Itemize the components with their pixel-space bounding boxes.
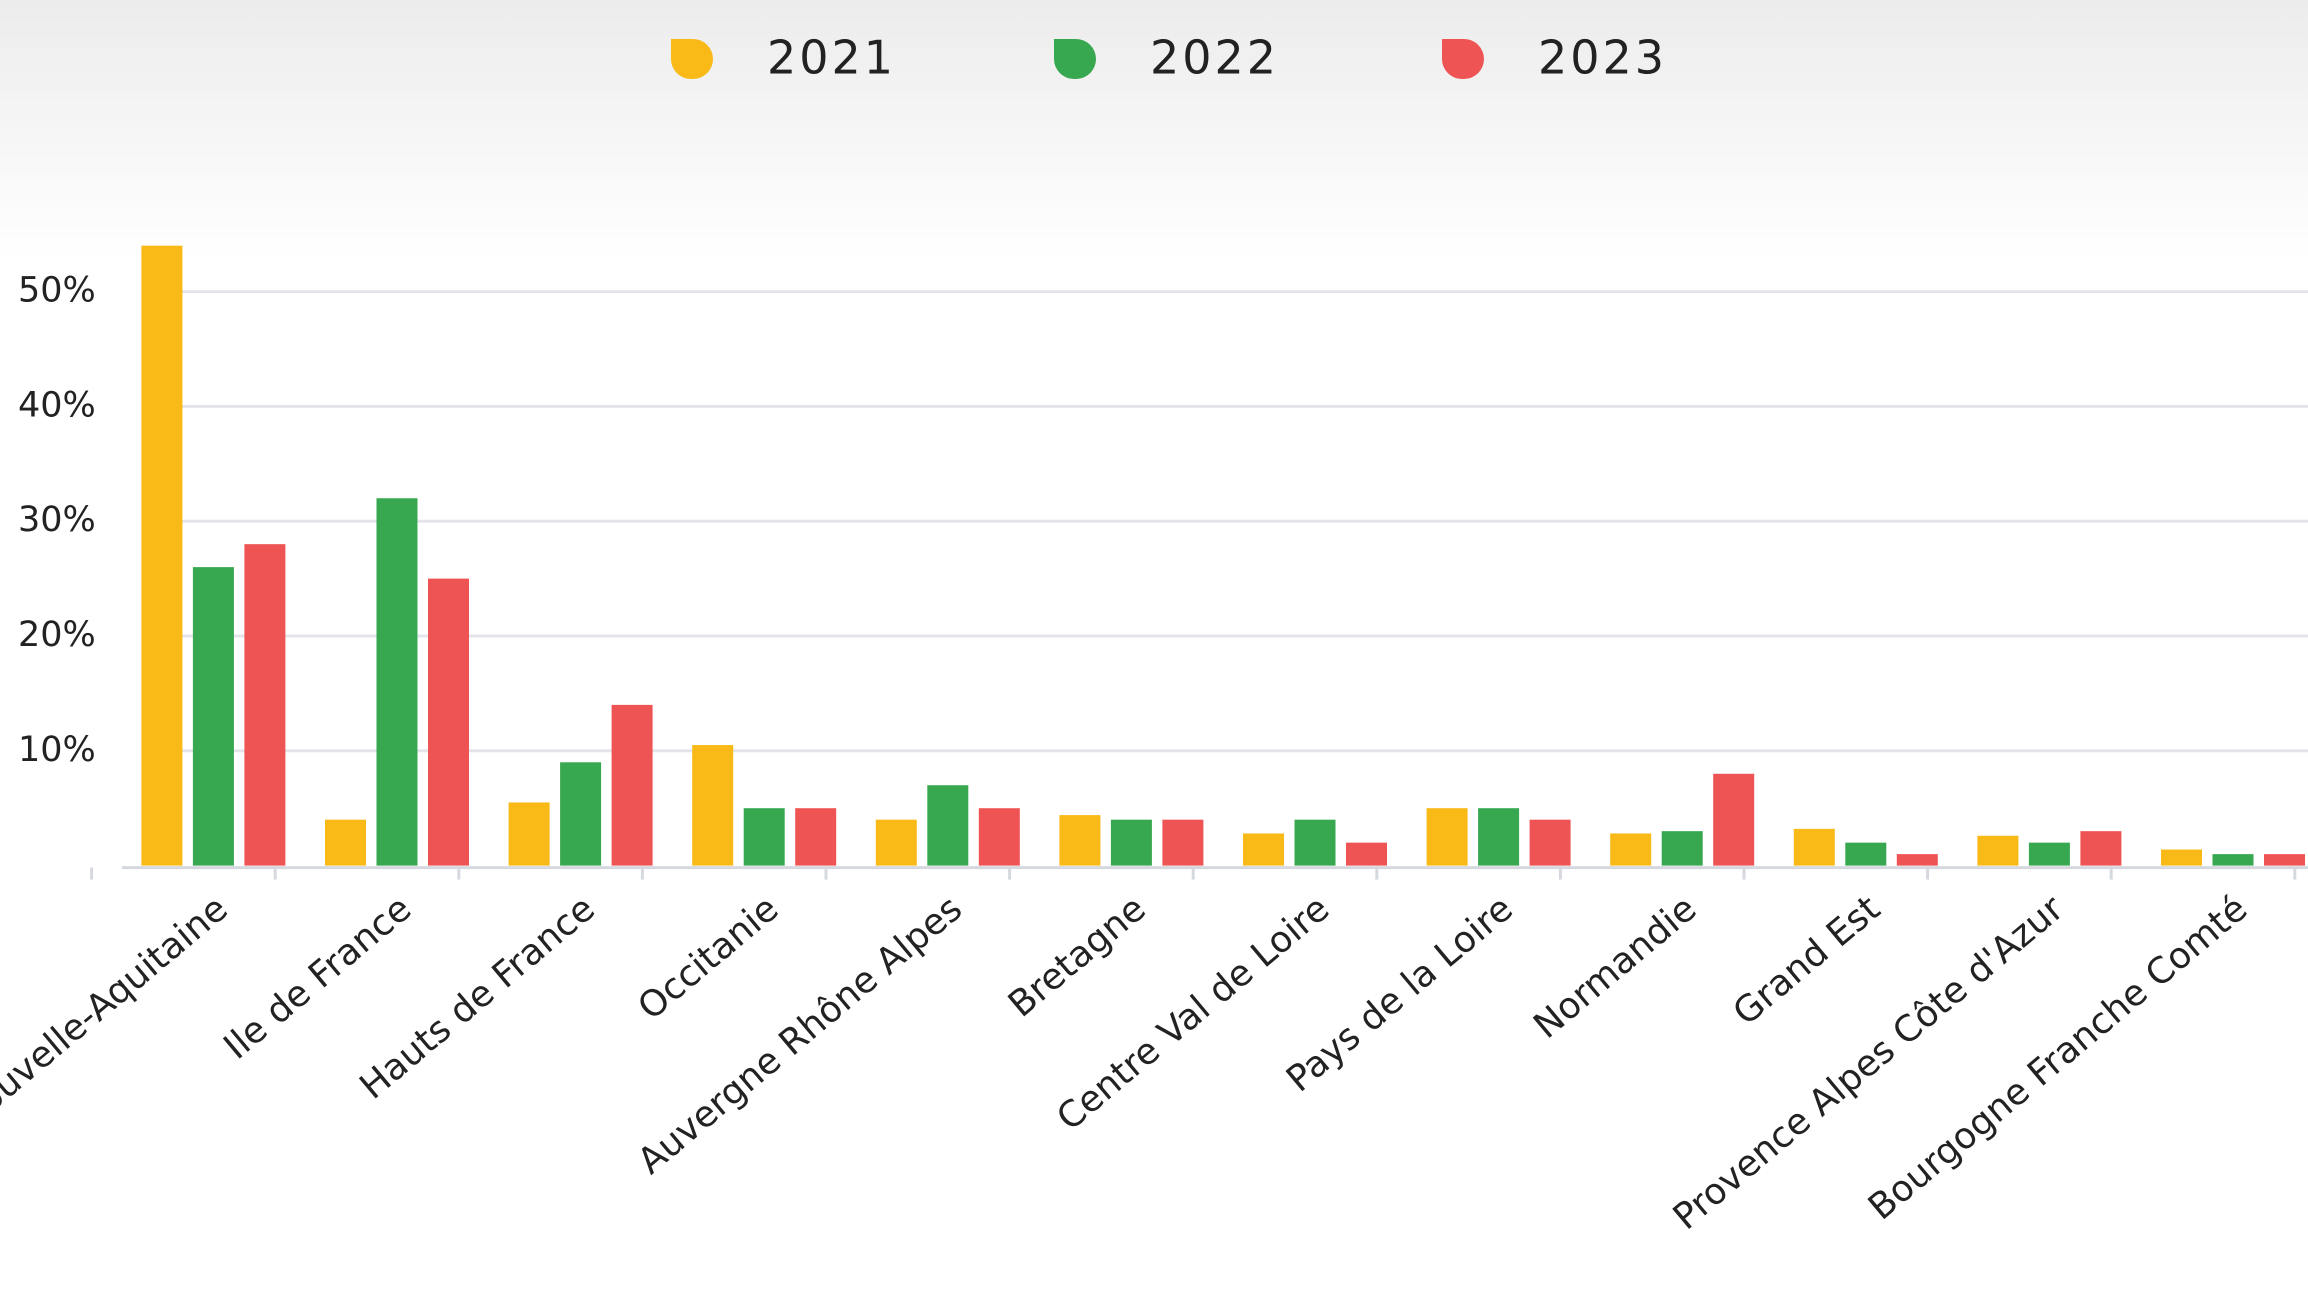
legend-label: 2023 [1538,31,1667,85]
bar [1661,831,1703,866]
bar [244,544,286,866]
bar [1426,808,1468,866]
bar [1478,808,1520,866]
x-tick-label: Occitanie [631,888,787,1028]
bar [743,808,785,866]
legend-label: 2022 [1150,31,1279,85]
y-tick-label: 20% [18,615,96,655]
bar [1346,842,1387,866]
y-tick-label: 10% [18,730,96,770]
legend-marker [1054,39,1096,79]
bar [611,704,653,866]
y-tick-label: 40% [18,385,96,425]
background [0,0,2308,260]
bar [2264,854,2305,866]
x-tick-label: Nouvelle-Aquitaine [0,888,236,1138]
bar [1896,854,1938,866]
bar [2028,842,2070,866]
bar [1529,819,1571,866]
bar [1059,815,1101,866]
bar [560,762,602,866]
x-tick-label: Ile de France [216,888,419,1067]
bar [875,819,917,866]
bar [1793,828,1835,866]
bar [508,802,550,866]
bar [927,785,969,866]
legend-label: 2021 [767,31,896,85]
x-tick-label: Provence Alpes Côte d'Azur [1666,888,2072,1238]
legend-marker [1442,39,1484,79]
bar [1845,842,1887,866]
x-tick-label: Auvergne Rhône Alpes [630,888,970,1182]
y-tick-label: 50% [18,271,96,311]
bar [978,808,1020,866]
bar [692,745,734,866]
bar [1713,773,1755,866]
bar [1110,819,1152,866]
bar [2212,854,2254,866]
bar [795,808,837,866]
bar [192,567,234,866]
legend-marker [671,39,713,79]
x-tick-label: Grand Est [1726,888,1888,1034]
bar [1977,835,2019,866]
x-tick-label: Bourgogne Franche Comté [1861,888,2255,1228]
bar [2161,849,2202,866]
bar [1162,819,1204,866]
bar [428,578,469,866]
y-tick-label: 30% [18,500,96,540]
bar [1294,819,1336,866]
bar [1610,833,1652,866]
x-tick-label: Normandie [1526,888,1704,1047]
bar [1243,833,1284,866]
bar [376,498,418,866]
x-tick-label: Bretagne [1001,888,1154,1025]
bar [2080,831,2122,866]
bar [141,245,183,866]
bar [325,819,366,866]
